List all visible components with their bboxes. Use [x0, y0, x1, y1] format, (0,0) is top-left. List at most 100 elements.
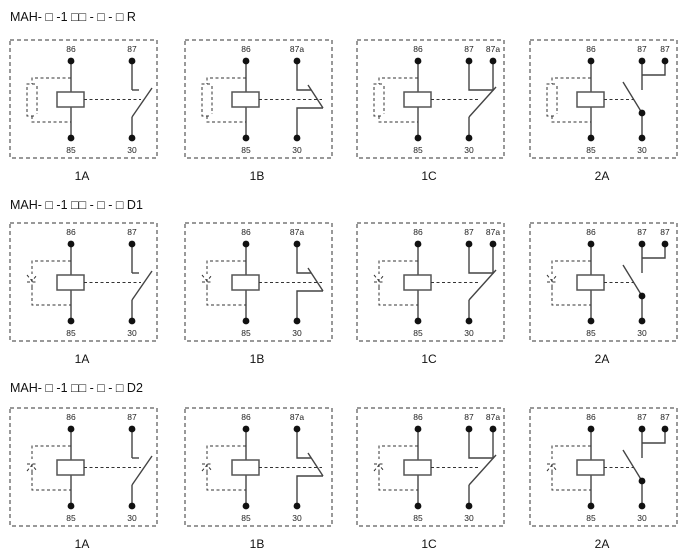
- contact-wire: [642, 429, 666, 444]
- terminal-dot: [587, 134, 595, 142]
- terminal-label: 85: [66, 328, 76, 338]
- terminal-dot: [128, 502, 136, 510]
- panel-caption: 2A: [595, 169, 610, 183]
- terminal-label: 87: [637, 227, 647, 237]
- terminal-label: 30: [292, 145, 302, 155]
- switch-blade: [468, 454, 497, 486]
- contact-wire: [468, 429, 494, 459]
- switch-blade: [131, 455, 153, 486]
- panel-border: [184, 39, 333, 159]
- panel-border: [9, 222, 158, 342]
- switch-blade: [468, 269, 497, 301]
- panel-border: [529, 222, 678, 342]
- suppression-wire: [206, 445, 246, 459]
- relay-panel-1b: 86 85 1B 87a 30: [184, 39, 333, 183]
- terminal-label: 85: [241, 145, 251, 155]
- contact-wire: [296, 61, 311, 91]
- terminal-label: 85: [241, 513, 251, 523]
- resistor-icon: [201, 83, 210, 117]
- diode-icon: [26, 274, 38, 287]
- suppression-wire: [206, 116, 246, 123]
- diode-icon: [546, 463, 558, 472]
- terminal-dot: [67, 134, 75, 142]
- coil-icon: [231, 274, 260, 291]
- terminal-dot: [638, 57, 646, 65]
- suppression-wire: [378, 116, 418, 123]
- terminal-label: 30: [292, 513, 302, 523]
- contact-wire: [296, 475, 323, 506]
- terminal-dot: [638, 134, 646, 142]
- terminal-label: 87: [127, 412, 137, 422]
- suppression-wire: [31, 472, 71, 491]
- suppression-wire: [551, 77, 591, 84]
- suppression-wire: [31, 77, 71, 84]
- switch-blade: [131, 270, 153, 301]
- suppression-wire: [206, 287, 246, 306]
- coil-icon: [576, 459, 605, 476]
- terminal-label: 86: [586, 227, 596, 237]
- suppression-wire: [551, 116, 591, 123]
- terminal-label: 30: [127, 328, 137, 338]
- panel-caption: 2A: [595, 352, 610, 366]
- terminal-label: 86: [241, 227, 251, 237]
- terminal-dot: [587, 425, 595, 433]
- terminal-dot: [128, 425, 136, 433]
- suppression-wire: [206, 260, 246, 274]
- terminal-label: 85: [586, 145, 596, 155]
- panel-caption: 1B: [250, 169, 265, 183]
- panel-caption: 1C: [421, 352, 437, 366]
- terminal-label: 87a: [290, 227, 304, 237]
- terminal-dot: [587, 240, 595, 248]
- terminal-dot: [587, 502, 595, 510]
- terminal-label: 30: [127, 145, 137, 155]
- coil-icon: [56, 91, 85, 108]
- terminal-dot: [638, 292, 646, 300]
- terminal-dot: [242, 134, 250, 142]
- coil-icon: [403, 91, 432, 108]
- resistor-icon: [26, 83, 35, 117]
- switch-blade: [622, 449, 643, 482]
- relay-panel-1a: 86 85 1A 87 30: [9, 39, 158, 183]
- terminal-dot: [661, 425, 669, 433]
- suppression-wire: [206, 77, 246, 84]
- terminal-label: 30: [464, 328, 474, 338]
- terminal-dot: [414, 134, 422, 142]
- terminal-label: 87a: [486, 44, 500, 54]
- terminal-dot: [587, 317, 595, 325]
- relay-panel-1a: 86 85 1A 87 30: [9, 222, 158, 366]
- panel-caption: 1B: [250, 352, 265, 366]
- terminal-label: 85: [66, 145, 76, 155]
- terminal-label: 87: [660, 412, 670, 422]
- terminal-dot: [128, 57, 136, 65]
- panel-border: [356, 39, 505, 159]
- terminal-label: 86: [586, 44, 596, 54]
- terminal-dot: [465, 425, 473, 433]
- switch-blade: [307, 84, 324, 109]
- terminal-label: 85: [586, 328, 596, 338]
- terminal-label: 85: [413, 513, 423, 523]
- terminal-label: 87: [464, 412, 474, 422]
- relay-panel-1c: 86 85 1C 87 87a 30: [356, 407, 505, 551]
- suppression-wire: [551, 472, 591, 491]
- terminal-label: 86: [413, 44, 423, 54]
- terminal-dot: [638, 317, 646, 325]
- terminal-dot: [128, 134, 136, 142]
- contact-wire: [296, 429, 311, 459]
- suppression-wire: [378, 287, 418, 306]
- terminal-dot: [67, 57, 75, 65]
- switch-blade: [622, 81, 643, 114]
- panel-border: [529, 39, 678, 159]
- terminal-label: 30: [127, 513, 137, 523]
- terminal-dot: [414, 317, 422, 325]
- terminal-dot: [293, 134, 301, 142]
- switch-blade: [622, 264, 643, 297]
- row-title: MAH- □ -1 □□ - □ - □ D1: [10, 198, 143, 212]
- terminal-label: 87: [660, 44, 670, 54]
- terminal-label: 87: [127, 44, 137, 54]
- contact-wire: [296, 244, 311, 274]
- relay-panel-1c: 86 85 1C 87 87a 30: [356, 39, 505, 183]
- terminal-label: 30: [292, 328, 302, 338]
- suppression-wire: [378, 445, 418, 459]
- relay-panel-2a: 86 85 2A 87 87 30: [529, 39, 678, 183]
